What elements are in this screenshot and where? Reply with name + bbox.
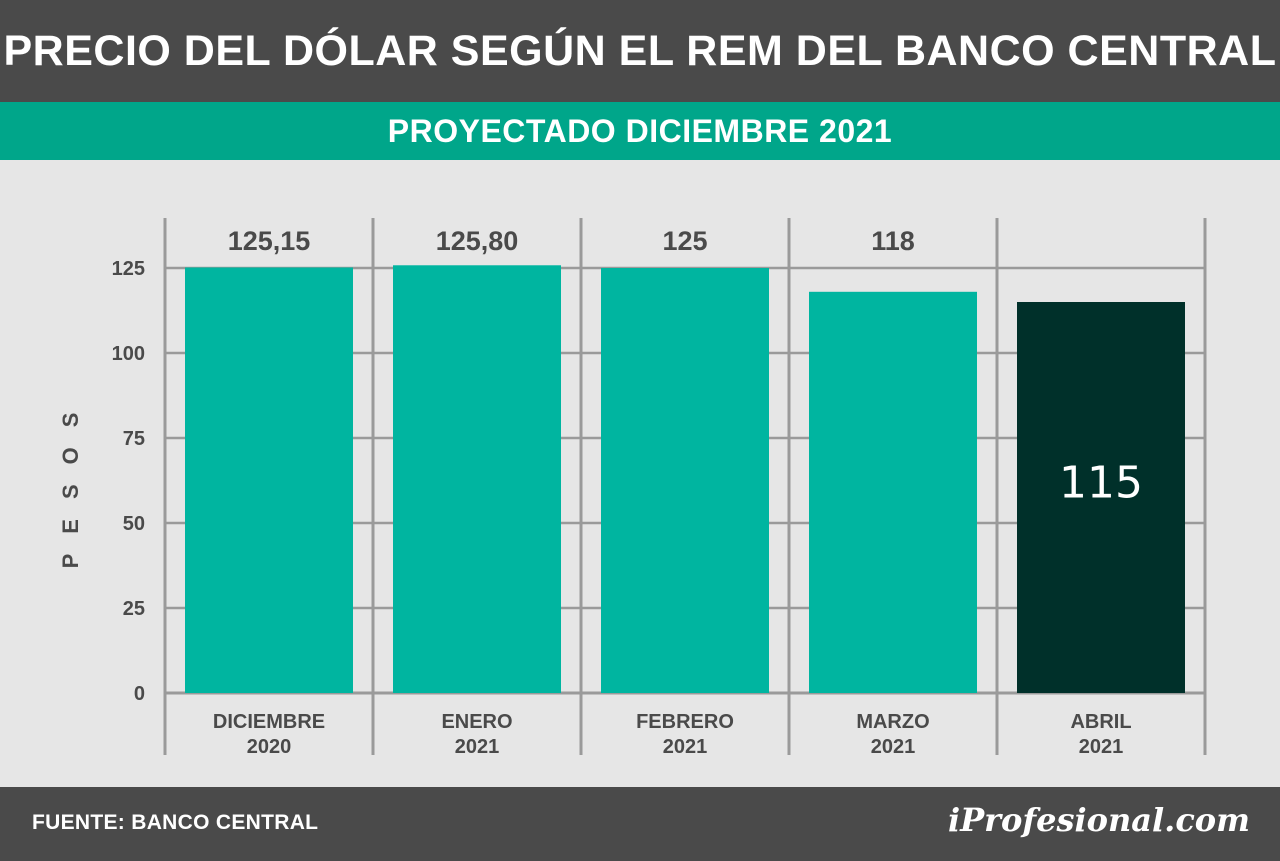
x-tick-label: 2021 (1079, 736, 1124, 758)
y-tick-label-100: 100 (112, 343, 145, 365)
x-tick-label: ENERO (441, 711, 512, 733)
y-tick-label-25: 25 (123, 598, 145, 620)
x-tick-label: MARZO (856, 711, 929, 733)
bar (393, 265, 561, 693)
chart-subtitle: PROYECTADO DICIEMBRE 2021 (387, 112, 893, 149)
value-label: 118 (871, 226, 915, 256)
x-tick-label: 2020 (247, 736, 292, 758)
y-tick-label-0: 0 (134, 683, 145, 705)
y-tick-label-125: 125 (112, 258, 145, 280)
bar (809, 291, 977, 693)
y-tick-label-75: 75 (123, 428, 145, 450)
x-tick-label: 2021 (663, 736, 708, 758)
value-label: 125 (662, 226, 707, 256)
bar-chart: 0 25 50 75 100 125 125,15 DICIEMBRE 2020 125,80 EN… (58, 218, 1207, 758)
value-label: 125,15 (228, 226, 311, 256)
x-tick-label: FEBRERO (636, 711, 734, 733)
iprofesional-logo: iProfesional.com (947, 801, 1250, 839)
bar (601, 268, 769, 693)
footer-bar: FUENTE: BANCO CENTRAL iProfesional.com (0, 787, 1280, 861)
bars (185, 265, 1185, 693)
chart-title: PRECIO DEL DÓLAR SEGÚN EL REM DEL BANCO … (3, 26, 1277, 75)
y-tick-label-50: 50 (123, 513, 145, 535)
value-label: 125,80 (436, 226, 519, 256)
bar (185, 267, 353, 693)
labels: 0 25 50 75 100 125 125,15 DICIEMBRE 2020 125,80 EN… (58, 226, 1143, 758)
bar (1017, 302, 1185, 693)
x-tick-label: DICIEMBRE (213, 711, 325, 733)
subtitle-bar: PROYECTADO DICIEMBRE 2021 (0, 102, 1280, 160)
y-axis-label: PESOS (58, 393, 83, 569)
x-tick-label: 2021 (871, 736, 916, 758)
value-label: 115 (1059, 458, 1143, 509)
x-tick-label: ABRIL (1070, 711, 1131, 733)
x-tick-label: 2021 (455, 736, 500, 758)
source-note: FUENTE: BANCO CENTRAL (32, 811, 319, 834)
title-bar: PRECIO DEL DÓLAR SEGÚN EL REM DEL BANCO … (0, 0, 1280, 102)
